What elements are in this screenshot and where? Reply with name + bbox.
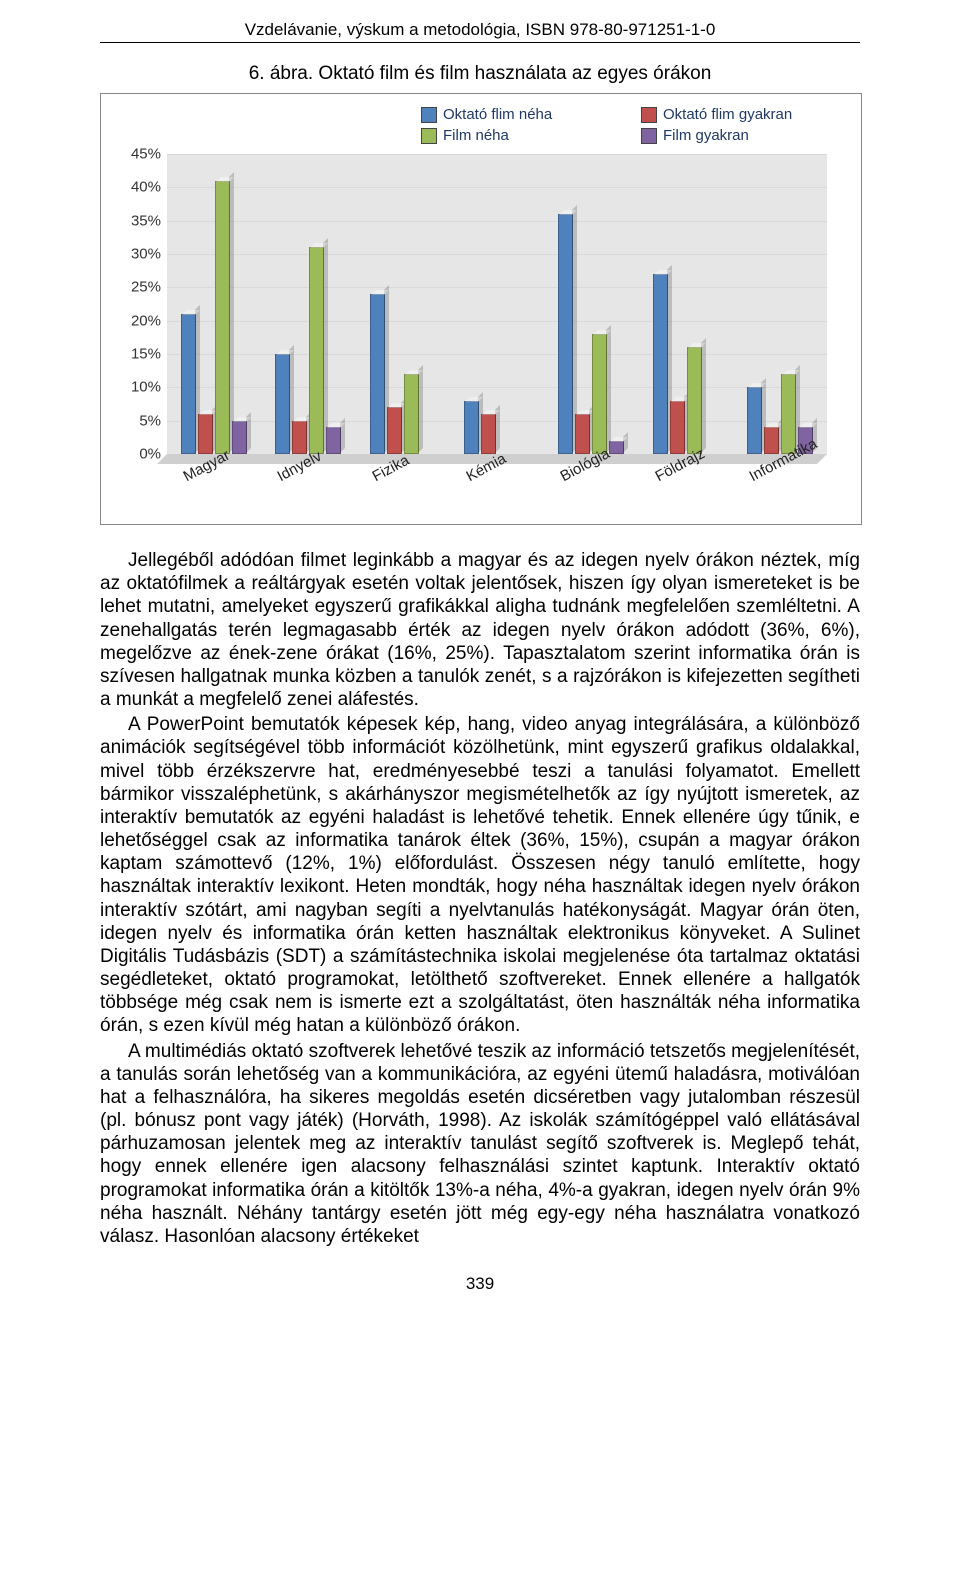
paragraph: Jellegéből adódóan filmet leginkább a ma… <box>100 549 860 711</box>
legend-item: Oktató flim néha <box>421 106 611 123</box>
page-number: 339 <box>100 1274 860 1294</box>
legend-swatch <box>421 128 437 144</box>
bar <box>764 427 779 454</box>
legend-item: Film néha <box>421 127 611 144</box>
y-axis-tick: 40% <box>119 179 161 196</box>
bar <box>592 334 607 454</box>
bar <box>181 314 196 454</box>
bar <box>309 247 324 454</box>
bar <box>387 407 402 454</box>
y-axis-tick: 35% <box>119 212 161 229</box>
legend-item: Oktató flim gyakran <box>641 106 831 123</box>
legend-label: Film néha <box>443 127 509 144</box>
bar <box>653 274 668 454</box>
bar <box>781 374 796 454</box>
legend-swatch <box>421 107 437 123</box>
legend-label: Film gyakran <box>663 127 749 144</box>
chart-legend: Oktató flim néha Oktató flim gyakran Film … <box>421 106 831 148</box>
bar <box>687 347 702 454</box>
bar <box>292 421 307 454</box>
figure-caption: 6. ábra. Oktató film és film használata … <box>100 63 860 85</box>
bar <box>370 294 385 454</box>
bar <box>575 414 590 454</box>
paragraph: A multimédiás oktató szoftverek lehetővé… <box>100 1040 860 1249</box>
legend-label: Oktató flim gyakran <box>663 106 792 123</box>
bar <box>464 401 479 454</box>
bar <box>198 414 213 454</box>
bar <box>670 401 685 454</box>
bar <box>558 214 573 454</box>
legend-label: Oktató flim néha <box>443 106 552 123</box>
running-head: Vzdelávanie, výskum a metodológia, ISBN … <box>100 20 860 43</box>
bar <box>275 354 290 454</box>
y-axis-tick: 10% <box>119 379 161 396</box>
bar-chart: Oktató flim néha Oktató flim gyakran Film … <box>100 93 862 525</box>
y-axis-tick: 5% <box>119 412 161 429</box>
legend-item: Film gyakran <box>641 127 831 144</box>
bar <box>609 441 624 454</box>
bar <box>481 414 496 454</box>
y-axis-tick: 25% <box>119 279 161 296</box>
y-axis-tick: 30% <box>119 246 161 263</box>
body-text: Jellegéből adódóan filmet leginkább a ma… <box>100 549 860 1248</box>
bar <box>326 427 341 454</box>
bar <box>747 387 762 454</box>
bar <box>232 421 247 454</box>
bar <box>215 181 230 454</box>
paragraph: A PowerPoint bemutatók képesek kép, hang… <box>100 713 860 1037</box>
legend-swatch <box>641 128 657 144</box>
plot-area: 0%5%10%15%20%25%30%35%40%45% MagyarIdnye… <box>167 154 827 454</box>
y-axis-tick: 0% <box>119 446 161 463</box>
y-axis-tick: 45% <box>119 146 161 163</box>
legend-swatch <box>641 107 657 123</box>
bar <box>404 374 419 454</box>
y-axis-tick: 20% <box>119 312 161 329</box>
y-axis-tick: 15% <box>119 346 161 363</box>
